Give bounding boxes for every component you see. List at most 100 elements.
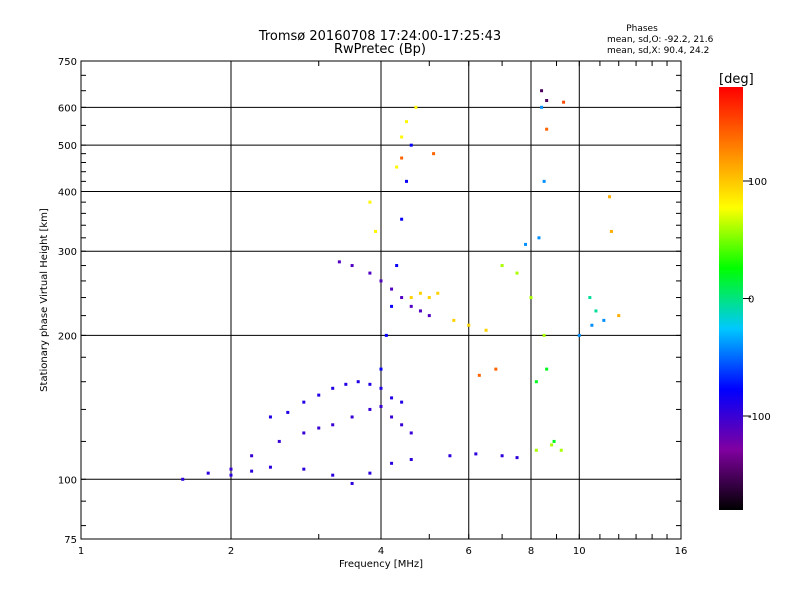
data-point: [379, 404, 383, 408]
phases-line-x: mean, sd,X: 90.4, 24.2: [607, 46, 709, 56]
data-point: [337, 260, 341, 264]
data-point: [474, 452, 478, 456]
data-point: [404, 120, 408, 124]
data-point: [409, 296, 413, 300]
data-point: [229, 467, 233, 471]
data-point: [374, 229, 378, 233]
data-point: [356, 380, 360, 384]
data-point: [350, 481, 354, 485]
data-point: [317, 426, 321, 430]
data-point: [467, 323, 471, 327]
data-point: [250, 469, 254, 473]
data-point: [229, 473, 233, 477]
data-point: [409, 431, 413, 435]
y-tick-label: 500: [58, 141, 77, 152]
data-point: [427, 314, 431, 318]
data-point: [545, 127, 549, 131]
data-point: [379, 386, 383, 390]
data-point: [390, 287, 394, 291]
data-point: [617, 314, 621, 318]
phases-line-o: mean, sd,O: -92.2, 21.6: [607, 35, 714, 45]
y-tick-label: 600: [58, 103, 77, 114]
data-point: [250, 454, 254, 458]
x-axis-label: Frequency [MHz]: [339, 559, 423, 570]
data-point: [545, 99, 549, 103]
data-points: [181, 89, 621, 485]
x-tick-label: 2: [228, 546, 234, 557]
data-point: [534, 380, 538, 384]
x-axis-ticks: 1 2 4 6 8 10 16: [78, 61, 687, 557]
data-point: [418, 309, 422, 313]
data-point: [286, 410, 290, 414]
data-point: [302, 431, 306, 435]
data-point: [344, 382, 348, 386]
data-point: [368, 471, 372, 475]
data-point: [268, 415, 272, 419]
data-point: [550, 443, 554, 447]
data-point: [427, 296, 431, 300]
data-point: [400, 296, 404, 300]
data-point: [302, 467, 306, 471]
data-point: [542, 179, 546, 183]
data-point: [529, 296, 533, 300]
data-point: [384, 333, 388, 337]
data-point: [500, 454, 504, 458]
data-point: [452, 318, 456, 322]
data-point: [390, 396, 394, 400]
data-point: [400, 400, 404, 404]
x-tick-label: 1: [78, 546, 84, 557]
y-tick-label: 100: [58, 475, 77, 486]
data-point: [448, 454, 452, 458]
phases-header: Phases: [626, 24, 658, 34]
data-point: [379, 279, 383, 283]
data-point: [395, 264, 399, 268]
data-point: [542, 333, 546, 337]
data-point: [494, 367, 498, 371]
data-point: [400, 156, 404, 160]
data-point: [590, 323, 594, 327]
data-point: [400, 217, 404, 221]
data-point: [540, 89, 544, 93]
data-point: [368, 271, 372, 275]
data-point: [390, 461, 394, 465]
data-point: [562, 100, 566, 104]
colorbar-tick-label: 0: [748, 295, 754, 306]
data-point: [350, 415, 354, 419]
data-point: [414, 105, 418, 109]
data-point: [302, 400, 306, 404]
data-point: [534, 448, 538, 452]
data-point: [436, 291, 440, 295]
data-point: [540, 105, 544, 109]
data-point: [390, 304, 394, 308]
data-point: [400, 135, 404, 139]
y-tick-label: 750: [58, 57, 77, 68]
data-point: [404, 179, 408, 183]
data-point: [477, 373, 481, 377]
data-point: [379, 367, 383, 371]
colorbar-tick-label: -100: [748, 412, 771, 423]
x-tick-label: 10: [573, 546, 586, 557]
data-point: [409, 143, 413, 147]
data-point: [331, 473, 335, 477]
data-point: [368, 200, 372, 204]
data-point: [350, 264, 354, 268]
data-point: [577, 333, 581, 337]
data-point: [409, 304, 413, 308]
data-point: [602, 318, 606, 322]
data-point: [181, 477, 185, 481]
y-axis-ticks: 75 100 200 300 400 500 600 750: [58, 57, 681, 546]
y-tick-label: 400: [58, 187, 77, 198]
data-point: [515, 456, 519, 460]
data-point: [559, 448, 563, 452]
y-tick-label: 75: [64, 535, 77, 546]
x-tick-label: 4: [378, 546, 384, 557]
y-axis-label: Stationary phase Virtual Height [km]: [39, 208, 50, 392]
data-point: [268, 465, 272, 469]
data-point: [500, 264, 504, 268]
data-point: [317, 393, 321, 397]
chart-subtitle: RwPretec (Bp): [334, 42, 426, 57]
data-point: [609, 229, 613, 233]
data-point: [390, 415, 394, 419]
x-tick-label: 6: [466, 546, 472, 557]
